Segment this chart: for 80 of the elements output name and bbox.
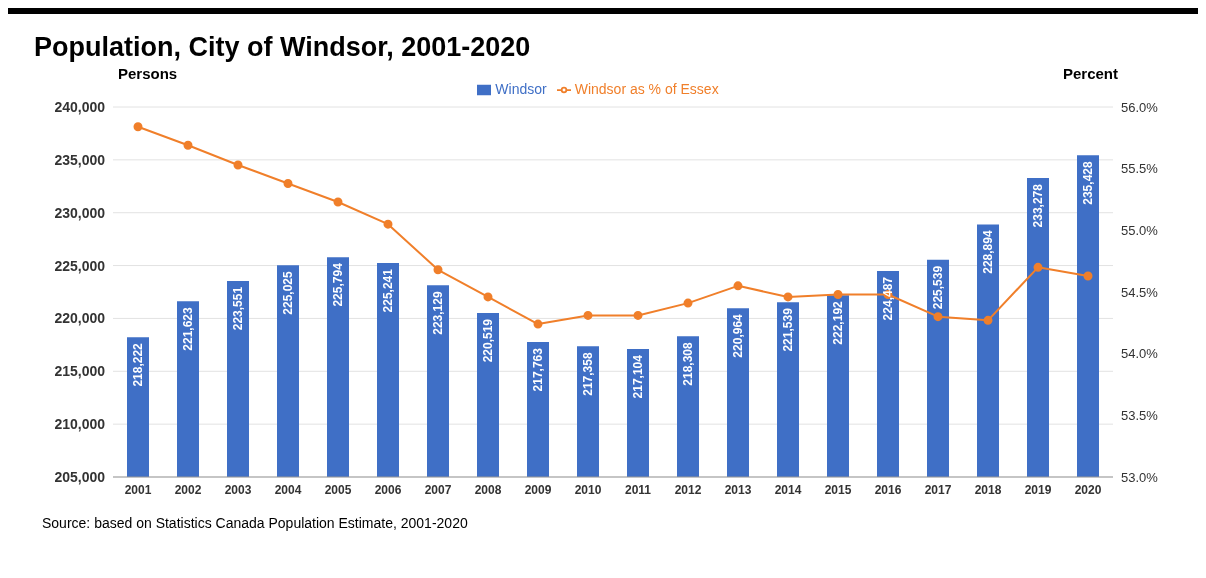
data-label: 235,428 bbox=[1081, 161, 1095, 205]
data-label: 217,358 bbox=[581, 352, 595, 396]
x-tick-label: 2008 bbox=[474, 482, 502, 497]
y-tick-label: 240,000 bbox=[54, 98, 106, 115]
x-tick-label: 2003 bbox=[224, 482, 252, 497]
data-label: 217,763 bbox=[531, 347, 545, 392]
point bbox=[433, 265, 443, 275]
point bbox=[483, 292, 493, 302]
y2-tick-label: 55.5% bbox=[1121, 161, 1159, 177]
y2-tick-label: 53.0% bbox=[1121, 469, 1159, 485]
data-label: 223,551 bbox=[231, 286, 245, 331]
y-axis-title: Persons bbox=[118, 65, 178, 82]
y-tick-label: 220,000 bbox=[54, 310, 106, 327]
data-label: 218,222 bbox=[131, 342, 145, 387]
x-tick-label: 2004 bbox=[274, 482, 302, 497]
x-tick-label: 2010 bbox=[574, 482, 602, 497]
data-label: 218,308 bbox=[681, 342, 695, 386]
point bbox=[283, 178, 293, 188]
x-tick-label: 2014 bbox=[774, 482, 802, 497]
x-tick-label: 2002 bbox=[174, 482, 202, 497]
point bbox=[383, 219, 393, 229]
chart-title: Population, City of Windsor, 2001-2020 bbox=[33, 31, 532, 63]
x-tick-label: 2011 bbox=[624, 482, 652, 497]
y2-tick-label: 54.5% bbox=[1121, 284, 1159, 300]
y2-tick-label: 53.5% bbox=[1121, 407, 1159, 423]
y2-tick-label: 56.0% bbox=[1121, 99, 1159, 115]
x-tick-label: 2016 bbox=[874, 482, 902, 497]
x-tick-label: 2018 bbox=[974, 482, 1002, 497]
point bbox=[183, 140, 193, 150]
x-tick-label: 2020 bbox=[1074, 482, 1102, 497]
data-label: 222,192 bbox=[831, 300, 845, 345]
x-tick-label: 2009 bbox=[524, 482, 552, 497]
point bbox=[933, 312, 943, 322]
point bbox=[1033, 262, 1043, 272]
data-label: 221,539 bbox=[781, 307, 795, 352]
data-label: 225,539 bbox=[931, 265, 945, 310]
data-label: 223,129 bbox=[431, 291, 445, 335]
point bbox=[1083, 271, 1093, 281]
data-label: 220,964 bbox=[731, 313, 745, 358]
point bbox=[333, 197, 343, 207]
x-tick-label: 2007 bbox=[424, 482, 452, 497]
source-note: Source: based on Statistics Canada Population Estimate, 2001-2020 bbox=[41, 514, 469, 531]
legend-label: Windsor bbox=[495, 81, 547, 97]
y-tick-label: 235,000 bbox=[54, 151, 106, 168]
x-tick-label: 2015 bbox=[824, 482, 852, 497]
data-label: 225,241 bbox=[381, 268, 395, 313]
y-tick-label: 230,000 bbox=[54, 204, 106, 221]
data-label: 220,519 bbox=[481, 318, 495, 363]
legend-label: Windsor as % of Essex bbox=[574, 81, 719, 97]
y-tick-label: 210,000 bbox=[54, 416, 106, 433]
point bbox=[583, 310, 593, 320]
point bbox=[633, 310, 643, 320]
x-tick-label: 2006 bbox=[374, 482, 402, 497]
x-tick-label: 2012 bbox=[674, 482, 702, 497]
point bbox=[983, 315, 993, 325]
data-label: 225,794 bbox=[331, 262, 345, 307]
data-label: 224,487 bbox=[881, 276, 895, 321]
data-label: 217,104 bbox=[631, 354, 645, 399]
x-tick-label: 2013 bbox=[724, 482, 752, 497]
y-tick-label: 205,000 bbox=[54, 468, 106, 485]
y2-tick-label: 55.0% bbox=[1121, 222, 1159, 238]
point bbox=[833, 289, 843, 299]
data-label: 225,025 bbox=[281, 270, 295, 315]
x-tick-label: 2017 bbox=[924, 482, 952, 497]
y-tick-label: 215,000 bbox=[54, 363, 106, 380]
data-label: 233,278 bbox=[1031, 183, 1045, 228]
point bbox=[133, 122, 143, 132]
point bbox=[233, 160, 243, 170]
y-tick-label: 225,000 bbox=[54, 257, 106, 274]
point bbox=[533, 319, 543, 329]
y2-tick-label: 54.0% bbox=[1121, 346, 1159, 362]
data-label: 221,623 bbox=[181, 306, 195, 351]
point bbox=[783, 292, 793, 302]
point bbox=[733, 281, 743, 291]
x-tick-label: 2005 bbox=[324, 482, 352, 497]
y2-axis-title: Percent bbox=[1062, 65, 1118, 82]
x-tick-label: 2001 bbox=[124, 482, 152, 497]
point bbox=[683, 298, 693, 308]
x-tick-label: 2019 bbox=[1024, 482, 1052, 497]
data-label: 228,894 bbox=[981, 230, 995, 274]
